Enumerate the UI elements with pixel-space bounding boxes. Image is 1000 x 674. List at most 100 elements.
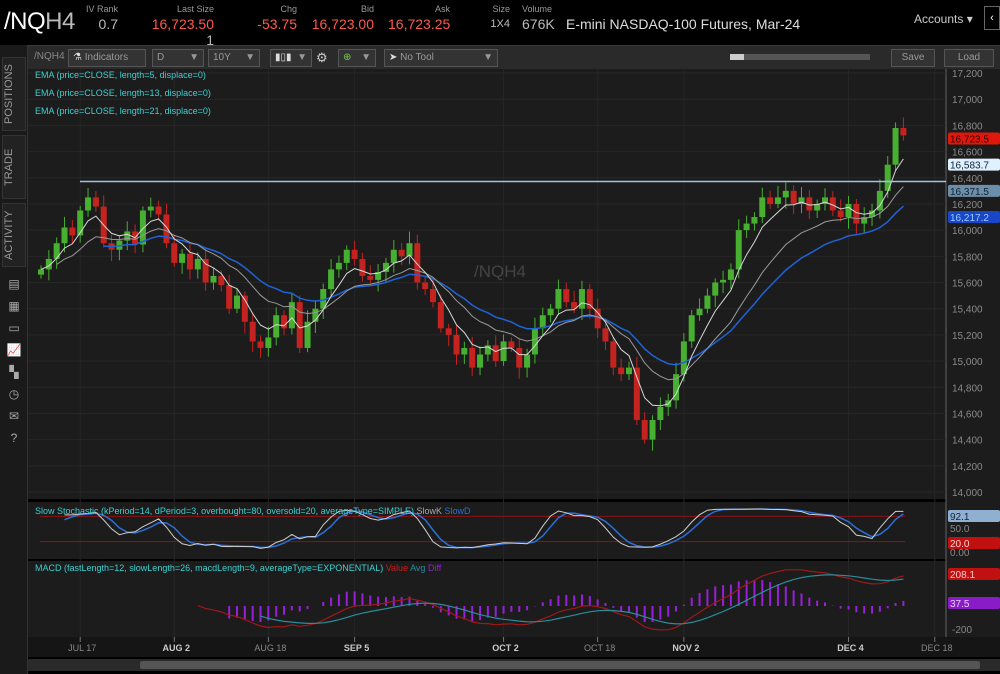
ask: Ask 16,723.25: [388, 4, 450, 32]
tab-positions[interactable]: POSITIONS: [2, 57, 26, 131]
candle-body: [610, 341, 617, 368]
help-icon[interactable]: ?: [10, 431, 18, 445]
news-icon[interactable]: ▦: [8, 299, 20, 313]
candle-body: [500, 341, 507, 362]
candle: [892, 122, 899, 171]
y-tick-label: 17,200: [952, 69, 983, 80]
candle-body: [77, 210, 84, 236]
gear-icon[interactable]: ⚙: [316, 50, 328, 65]
candle: [508, 337, 515, 352]
candle-body: [163, 214, 170, 244]
zoom-slider[interactable]: [730, 54, 870, 60]
candle-body: [445, 328, 452, 335]
aggregation-select[interactable]: D ▼: [152, 49, 204, 67]
price-chart[interactable]: 14,000 14,200 14,400 14,600 14,800 15,000 15,2…: [28, 69, 1000, 674]
candle: [610, 337, 617, 376]
candle-body: [602, 328, 609, 342]
x-tick-label: AUG 2: [163, 643, 191, 653]
candle-body: [359, 258, 366, 276]
candle: [92, 190, 99, 212]
candle-body: [469, 347, 476, 368]
candle-body: [139, 210, 146, 245]
candle-body: [751, 217, 758, 224]
candle-body: [774, 197, 781, 204]
candle-body: [633, 367, 640, 420]
calculator-icon[interactable]: ▤: [8, 277, 20, 291]
label: Last Size: [176, 4, 214, 14]
candle: [406, 231, 413, 265]
candle-body: [328, 269, 335, 290]
collapse-panel-button[interactable]: ‹: [984, 6, 1000, 30]
candle: [524, 348, 531, 378]
candle: [171, 235, 178, 267]
iv-rank: IV Rank 0.7: [80, 4, 118, 32]
grid-icon[interactable]: ▚: [9, 365, 19, 379]
symbol-title[interactable]: /NQH4: [4, 8, 75, 36]
y-tick-label: 16,400: [952, 174, 983, 185]
save-button[interactable]: Save: [891, 49, 935, 67]
chevron-down-icon: ▼: [297, 52, 307, 63]
candle-body: [853, 203, 860, 224]
tool-select[interactable]: ➤ No Tool ▼: [384, 49, 498, 67]
candle: [147, 197, 154, 218]
candle: [155, 200, 162, 221]
macd-diff-label: Diff: [427, 563, 442, 573]
candle: [626, 361, 632, 381]
ema5-price-label: 16,583.7: [950, 161, 989, 172]
candle-body: [712, 282, 719, 296]
last-price: 16,723.50: [151, 16, 214, 32]
macd-legend[interactable]: MACD (fastLength=12, slowLength=26, macd…: [35, 563, 441, 573]
tool-value: No Tool: [400, 52, 434, 63]
x-tick-label: AUG 18: [254, 643, 286, 653]
clock-icon[interactable]: ◷: [8, 387, 20, 401]
candle-body: [516, 347, 523, 368]
scrollbar-thumb[interactable]: [140, 661, 980, 669]
candle-body: [876, 190, 883, 211]
y-tick-label: 16,600: [952, 148, 983, 159]
candle-body: [375, 272, 382, 280]
label: Ask: [434, 4, 450, 14]
tab-trade[interactable]: TRADE: [2, 135, 26, 199]
zoom-slider-thumb[interactable]: [730, 54, 744, 60]
last-size: Last Size 16,723.50 1: [150, 4, 214, 48]
macd-neg-label: -200: [952, 625, 972, 636]
candle-body: [618, 367, 625, 375]
symbol-root: /NQ: [4, 8, 46, 35]
ema21-legend[interactable]: EMA (price=CLOSE, length=21, displace=0): [35, 106, 211, 116]
indicators-button[interactable]: ⚗ Indicators: [68, 49, 146, 67]
drawings-select[interactable]: ⊕ ▼: [338, 49, 376, 67]
indicators-label: Indicators: [84, 52, 129, 63]
stoch-legend[interactable]: Slow Stochastic (kPeriod=14, dPeriod=3, …: [35, 506, 471, 516]
accounts-menu[interactable]: Accounts ▾: [914, 12, 973, 26]
load-button[interactable]: Load: [944, 49, 994, 67]
tv-icon[interactable]: ▭: [8, 321, 20, 335]
candle-body: [508, 341, 515, 348]
candle-body: [563, 289, 570, 303]
candle-body: [202, 258, 209, 283]
messages-icon[interactable]: ✉: [8, 409, 20, 423]
candle: [720, 270, 727, 294]
chart-icon[interactable]: 📈: [6, 343, 22, 357]
candle-body: [673, 374, 680, 401]
ema13-legend[interactable]: EMA (price=CLOSE, length=13, displace=0): [35, 88, 211, 98]
candle: [202, 247, 209, 291]
candle-body: [680, 341, 687, 375]
candle: [367, 264, 374, 285]
bid: Bid 16,723.00: [310, 4, 374, 32]
timeframe-select[interactable]: 10Y ▼: [208, 49, 260, 67]
candle: [194, 252, 201, 279]
candle-body: [743, 223, 750, 231]
candle-body: [649, 419, 656, 440]
stoch-zero-label: 0.00: [950, 548, 970, 559]
candle: [398, 242, 405, 266]
candle-body: [641, 419, 648, 440]
candle-body: [822, 197, 828, 204]
candle-body: [806, 197, 813, 211]
candle: [845, 195, 852, 229]
y-tick-label: 15,200: [952, 331, 983, 342]
ema5-legend[interactable]: EMA (price=CLOSE, length=5, displace=0): [35, 70, 206, 80]
candle-body: [38, 269, 44, 275]
tab-activity[interactable]: ACTIVITY: [2, 203, 26, 267]
candle: [743, 215, 750, 238]
chart-style-select[interactable]: ▮▯▮ ▼: [270, 49, 312, 67]
